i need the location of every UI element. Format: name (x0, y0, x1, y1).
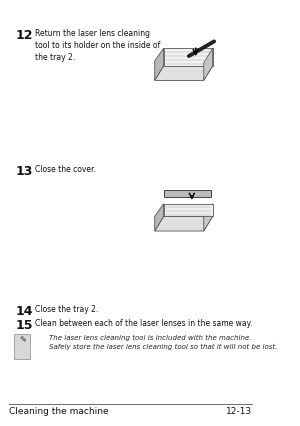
Text: 14: 14 (16, 304, 33, 317)
Text: Cleaning the machine: Cleaning the machine (9, 406, 109, 415)
Polygon shape (155, 66, 213, 81)
Polygon shape (204, 49, 213, 81)
Text: Close the tray 2.: Close the tray 2. (35, 304, 98, 313)
Text: Return the laser lens cleaning
tool to its holder on the inside of
the tray 2.: Return the laser lens cleaning tool to i… (35, 29, 160, 62)
FancyBboxPatch shape (14, 334, 30, 359)
Text: The laser lens cleaning tool is included with the machine.
Safely store the lase: The laser lens cleaning tool is included… (49, 334, 278, 349)
Polygon shape (164, 204, 213, 217)
Text: 15: 15 (16, 318, 33, 331)
Text: Close the cover.: Close the cover. (35, 164, 96, 173)
Text: Clean between each of the laser lenses in the same way.: Clean between each of the laser lenses i… (35, 318, 252, 327)
Text: 12-13: 12-13 (226, 406, 252, 415)
Polygon shape (155, 204, 164, 231)
Text: 13: 13 (16, 164, 33, 177)
Polygon shape (164, 49, 213, 66)
Polygon shape (164, 190, 211, 197)
Polygon shape (155, 49, 164, 81)
Text: ✎: ✎ (19, 335, 26, 344)
Polygon shape (204, 204, 213, 231)
Polygon shape (155, 217, 213, 231)
Text: 12: 12 (16, 29, 33, 42)
